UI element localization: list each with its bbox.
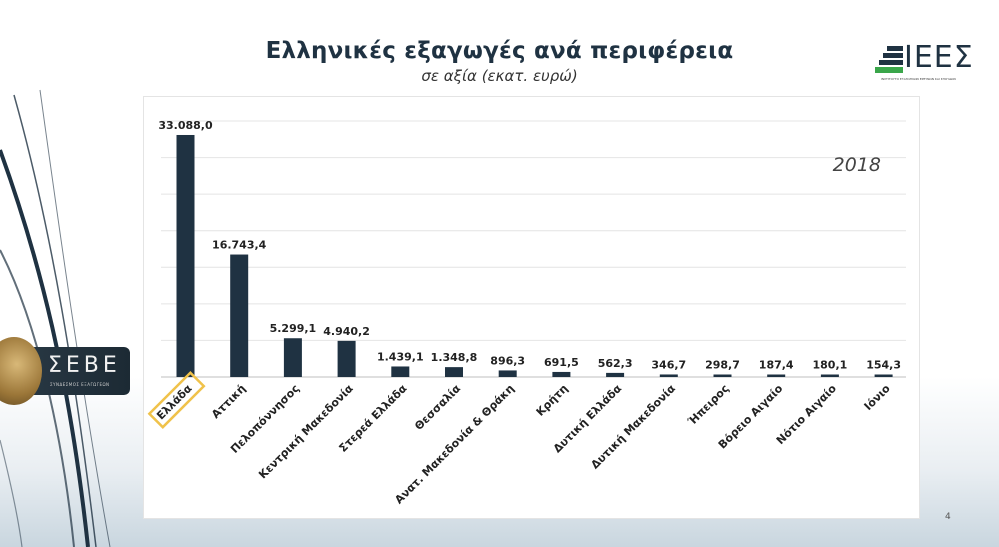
data-label-6: 1.348,8	[431, 351, 478, 364]
bar-4	[337, 340, 356, 377]
page-number: 4	[945, 512, 951, 522]
bar-2	[230, 254, 249, 377]
category-label-14: Ιόνιο	[862, 382, 893, 413]
sebe-logo: ΣΕΒΕ ΣΥΝΔΕΣΜΟΣ ΕΞΑΓΩΓΕΩΝ	[0, 337, 130, 405]
chart-panel: 33.088,0 Ελλάδα 16.743,4 Αττική 5.299,1 Πελοπ…	[143, 96, 920, 519]
sebe-logo-letters: ΣΕΒΕ	[48, 353, 121, 378]
data-label-2: 16.743,4	[212, 239, 267, 252]
ieez-logo-tagline: ΙΝΣΤΙΤΟΥΤΟ ΕΞΑΓΩΓΙΚΩΝ ΕΡΕΥΝΩΝ ΚΑΙ ΣΠΟΥΔΩ…	[881, 77, 956, 81]
category-label-6: Θεσσαλία	[412, 382, 463, 433]
bar-chart: 33.088,0Ελλάδα16.743,4Αττική5.299,1Πελοπ…	[147, 119, 906, 507]
data-label-10: 346,7	[651, 358, 686, 371]
data-label-12: 187,4	[759, 359, 794, 372]
ieez-logo: ΙΕΕΣ ΙΝΣΤΙΤΟΥΤΟ ΕΞΑΓΩΓΙΚΩΝ ΕΡΕΥΝΩΝ ΚΑΙ Σ…	[873, 40, 979, 82]
category-label-11: Ήπειρος	[685, 382, 732, 429]
bar-11	[713, 374, 732, 377]
category-label-4: Κεντρική Μακεδονία	[256, 382, 356, 482]
bar-13	[820, 374, 839, 377]
bar-9	[606, 372, 625, 377]
bar-10	[659, 374, 678, 377]
data-label-4: 4.940,2	[323, 325, 370, 338]
category-label-2: Αττική	[209, 382, 248, 421]
bar-12	[767, 374, 786, 377]
ieez-logo-letters: ΙΕΕΣ	[904, 40, 974, 75]
data-label-5: 1.439,1	[377, 350, 424, 363]
bar-8	[552, 371, 571, 377]
bar-3	[283, 338, 302, 377]
page-title: Ελληνικές εξαγωγές ανά περιφέρεια	[265, 38, 734, 64]
data-label-8: 691,5	[544, 356, 579, 369]
medal-icon	[0, 337, 42, 405]
year-label: 2018	[832, 154, 881, 176]
data-label-7: 896,3	[490, 354, 525, 367]
bar-1	[176, 134, 195, 377]
category-label-7: Ανατ. Μακεδονία & Θράκη	[392, 382, 517, 507]
data-label-14: 154,3	[866, 359, 901, 372]
category-label-8: Κρήτη	[534, 382, 571, 419]
bar-6	[445, 367, 463, 377]
header: Ελληνικές εξαγωγές ανά περιφέρεια σε αξί…	[0, 38, 999, 85]
data-label-9: 562,3	[598, 357, 633, 370]
bar-14	[874, 374, 893, 377]
highlight-box	[147, 370, 206, 429]
page-subtitle: σε αξία (εκατ. ευρώ)	[421, 67, 578, 85]
bar-7	[498, 370, 517, 377]
ieez-bars-icon	[875, 46, 903, 73]
data-label-3: 5.299,1	[270, 322, 317, 335]
data-label-1: 33.088,0	[158, 119, 213, 132]
bar-5	[391, 366, 410, 377]
data-label-13: 180,1	[813, 359, 848, 372]
data-label-11: 298,7	[705, 359, 740, 372]
sebe-logo-tagline: ΣΥΝΔΕΣΜΟΣ ΕΞΑΓΩΓΕΩΝ	[50, 382, 110, 387]
